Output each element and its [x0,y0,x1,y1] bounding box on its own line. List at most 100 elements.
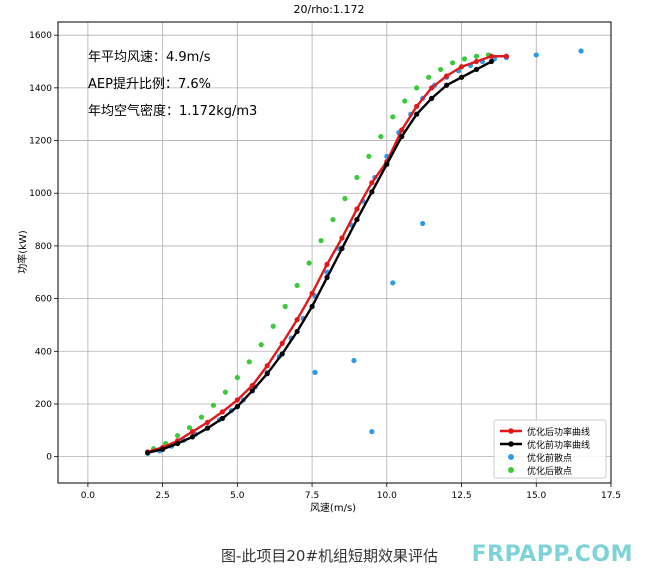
power-curve-point-after [399,127,405,133]
scatter-point-after [438,66,444,73]
scatter-point-after [294,282,300,289]
figure-caption: 图-此项目20#机组短期效果评估 [220,547,439,565]
watermark-logo: FRPAPP.COM [471,542,633,567]
power-curve-point-before [354,216,360,223]
y-tick-label: 1000 [29,189,52,199]
power-curve-point-before [309,303,315,310]
scatter-point-before [578,48,584,54]
y-tick-label: 1600 [29,31,52,41]
scatter-point-after [282,303,288,310]
y-tick-label: 1400 [29,84,52,94]
annotation-air-density: 年均空气密度：1.172kg/m3 [88,103,257,119]
legend: 优化后功率曲线 优化前功率曲线 优化前散点 优化后散点 [493,419,607,479]
legend-label-after-scatter: 优化后散点 [527,465,572,477]
x-tick-label: 17.5 [601,491,621,501]
power-curve-point-after [369,180,375,186]
x-tick-label: 2.5 [155,491,169,501]
scatter-point-before [312,369,318,375]
y-tick-label: 400 [35,347,52,357]
power-curve-point-before [414,111,420,117]
legend-marker-after-line [508,428,514,434]
y-tick-label: 0 [46,453,52,463]
power-curve-point-before [458,74,465,80]
plot-frame [57,21,612,484]
scatter-point-after [330,216,336,223]
power-curve-point-before [324,274,330,281]
power-curve-point-after [279,340,285,346]
power-curve-point-before [443,82,450,88]
power-curve-point-after [204,419,211,426]
scatter-point-after [234,375,240,381]
scatter-point-after [222,389,228,395]
y-tick-label: 800 [35,242,52,252]
scatter-point-after [378,133,384,140]
scatter-point-before [420,220,426,227]
chart-title: 20/rho:1.172 [294,3,365,16]
x-tick-label: 7.5 [305,491,319,501]
power-curve-point-after [443,73,450,79]
scatter-point-after [258,342,264,348]
power-curve-point-after [339,235,345,241]
scatter-point-after [318,238,324,244]
scatter-point-after [366,153,372,159]
legend-marker-before-scatter [508,454,514,460]
power-curve-point-after [249,382,255,389]
legend-label-after-line: 优化后功率曲线 [527,426,590,438]
scatter-point-after [390,114,396,120]
y-tick-label: 200 [35,400,52,410]
power-curve-point-before [174,440,181,447]
power-curve-point-before [219,415,226,422]
power-curve-point-before [473,66,480,73]
y-tick-label: 600 [35,295,52,305]
x-tick-label: 12.5 [452,491,472,501]
scatter-point-after [270,323,276,329]
legend-label-before-line: 优化前功率曲线 [527,439,590,451]
scatter-point-after [449,60,456,66]
legend-label-before-scatter: 优化前散点 [527,452,572,464]
scatter-point-after [354,174,360,181]
power-curve-point-before [279,351,285,357]
legend-marker-before-line [508,441,514,447]
legend-marker-after-scatter [508,467,514,473]
power-curve-point-after [189,429,196,435]
y-tick-label: 1200 [29,137,52,147]
y-axis-label: 功率(kW) [16,230,29,274]
power-curve-point-after [264,363,270,369]
x-tick-label: 0.0 [81,491,96,501]
scatter-point-after [306,260,312,266]
power-curve-point-after [219,409,226,415]
annotation-aep: AEP提升比例：7.6% [88,76,211,92]
scatter-point-after [246,359,252,365]
power-curve-point-after [309,290,315,296]
power-curve-point-after [234,397,240,403]
scatter-point-after [186,425,193,431]
line-layer [145,53,509,456]
scatter-point-before [369,429,375,435]
power-curve-point-before [369,189,375,195]
scatter-point-before [533,52,539,58]
power-curve-point-after [488,53,495,59]
power-curve-point-before [234,404,240,410]
x-tick-label: 10.0 [377,491,397,501]
power-curve-point-before [384,161,390,167]
power-curve-point-before [204,425,211,431]
power-curve-point-after [429,85,435,91]
scatter-point-before [351,357,357,364]
scatter-point-after [473,53,480,59]
power-curve-point-after [294,317,300,323]
power-curve-point-before [249,388,255,394]
power-curve-point-before [160,446,166,452]
x-axis: 0.0 2.5 5.0 7.5 10.0 12.5 15.0 17.5 [81,483,621,501]
scatter-point-after [342,195,348,202]
power-curve-point-after [324,261,330,267]
power-curve-point-before [488,58,495,65]
power-curve-point-before [339,245,345,252]
power-curve-point-after [473,58,480,65]
power-curve-point-before [294,328,300,335]
scatter-point-after [198,414,205,420]
power-curve-point-before [145,450,151,456]
x-axis-label: 风速(m/s) [310,502,356,514]
x-tick-label: 5.0 [230,491,245,501]
scatter-point-after [414,85,420,91]
power-curve-line-before [147,60,492,454]
